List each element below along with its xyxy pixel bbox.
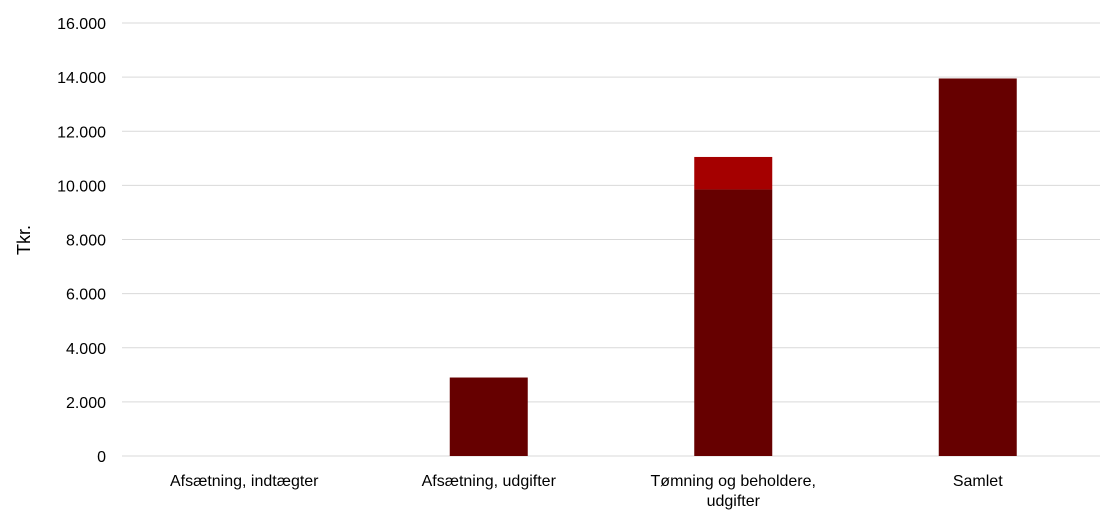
bars [449,78,1017,457]
y-axis-label: Tkr. [14,225,34,255]
bar-segment [938,78,1017,457]
y-tick-label: 16.000 [57,16,106,33]
gridlines [122,22,1100,457]
x-category-label: Samlet [953,473,1003,490]
y-tick-label: 12.000 [57,124,106,141]
y-tick-label: 8.000 [66,233,106,250]
y-tick-label: 4.000 [66,341,106,358]
y-tick-label: 14.000 [57,70,106,87]
y-tick-label: 0 [97,449,106,466]
y-tick-label: 6.000 [66,287,106,304]
bar-segment [449,377,528,456]
bar-segment [694,189,773,456]
y-tick-label: 10.000 [57,178,106,195]
x-category-label: Tømning og beholdere, udgifter [651,473,816,510]
bar-segment [694,156,773,190]
y-tick-label: 2.000 [66,395,106,412]
x-category-label: Afsætning, indtægter [170,473,319,490]
y-tick-labels: 0 2.000 4.000 6.000 8.000 10.000 12.000 14.000 1… [57,16,106,466]
x-category-label: Afsætning, udgifter [422,473,557,490]
x-category-labels: Afsætning, indtægter Afsætning, udgifter T… [170,473,1003,510]
